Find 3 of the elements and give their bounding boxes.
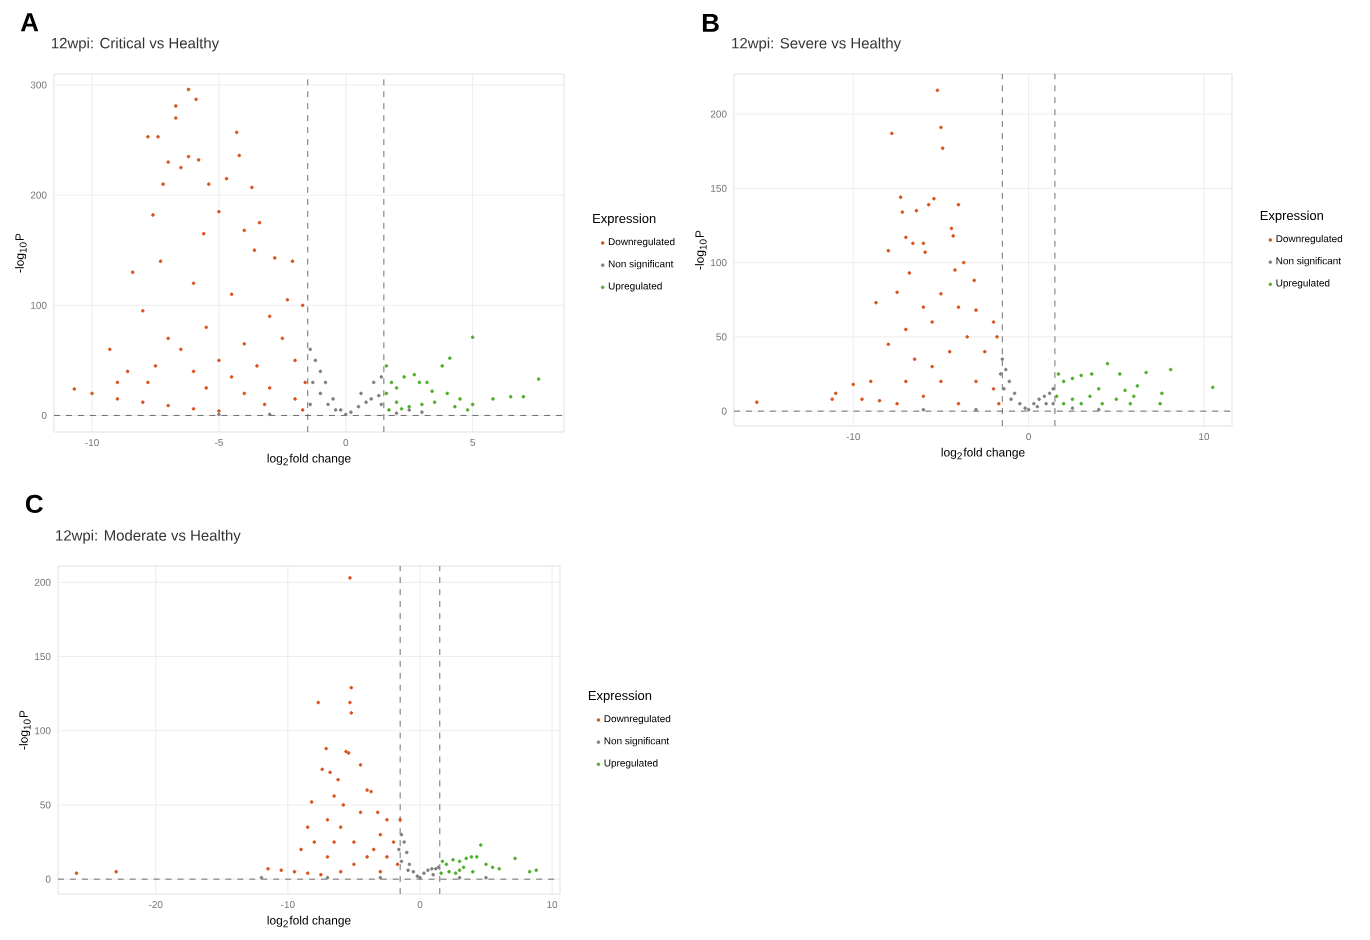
text: A: [20, 13, 39, 32]
text: C: [25, 494, 43, 514]
text: B: [702, 13, 719, 32]
